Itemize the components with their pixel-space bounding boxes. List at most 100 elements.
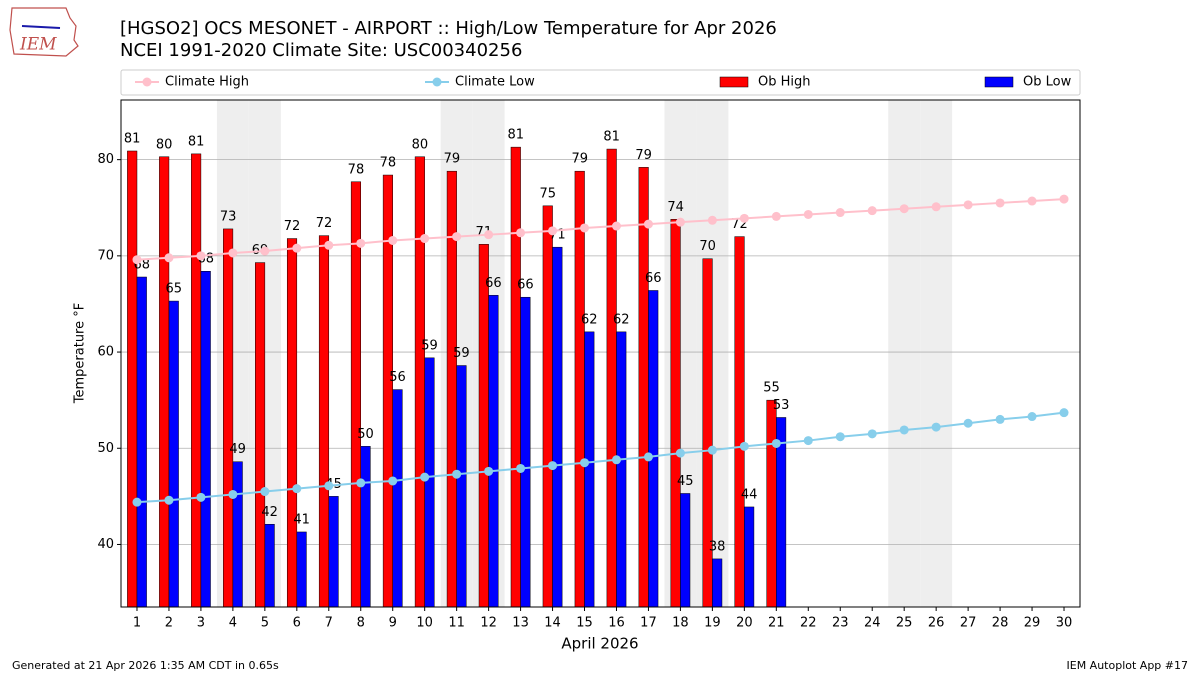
data-label: 66 — [517, 278, 534, 293]
bar — [414, 156, 425, 608]
marker — [899, 204, 909, 214]
data-label: 78 — [380, 156, 397, 171]
marker — [931, 202, 941, 212]
chart-title: [HGSO2] OCS MESONET - AIRPORT :: High/Lo… — [120, 18, 777, 39]
bar — [616, 331, 627, 608]
legend-label: Climate Low — [455, 75, 535, 90]
logo-icon — [21, 25, 61, 29]
marker — [132, 255, 142, 265]
marker — [324, 481, 334, 491]
y-axis-label: Temperature °F — [73, 303, 88, 404]
x-tick-label: 19 — [704, 616, 721, 631]
legend-box — [120, 69, 1081, 96]
x-tick-label: 7 — [325, 616, 333, 631]
shade-band — [920, 100, 953, 607]
marker — [643, 452, 653, 462]
marker — [707, 445, 717, 455]
marker — [516, 463, 526, 473]
bar — [424, 357, 435, 608]
x-tick-label: 29 — [1024, 616, 1041, 631]
x-tick-label: 12 — [480, 616, 497, 631]
marker — [420, 234, 430, 244]
x-tick-label: 6 — [293, 616, 301, 631]
marker — [771, 438, 781, 448]
marker — [228, 489, 238, 499]
bar — [552, 246, 563, 608]
marker — [1027, 196, 1037, 206]
bar — [478, 244, 489, 608]
bar — [296, 531, 307, 608]
bar — [318, 235, 330, 608]
marker — [1059, 194, 1069, 204]
data-label: 73 — [220, 209, 237, 224]
bar — [360, 446, 371, 608]
bar — [191, 153, 202, 608]
x-tick-label: 22 — [800, 616, 817, 631]
data-label: 38 — [709, 539, 726, 554]
bar — [286, 238, 298, 608]
data-label: 62 — [613, 312, 630, 327]
x-tick-label: 30 — [1056, 616, 1073, 631]
data-label: 59 — [421, 338, 438, 353]
x-tick-label: 8 — [357, 616, 365, 631]
x-tick-label: 2 — [165, 616, 173, 631]
x-tick-label: 26 — [928, 616, 945, 631]
data-label: 75 — [539, 186, 556, 201]
x-tick-label: 17 — [640, 616, 657, 631]
data-label: 53 — [773, 398, 790, 413]
bar — [232, 461, 243, 608]
marker — [835, 208, 845, 218]
data-label: 66 — [645, 271, 662, 286]
marker — [292, 484, 302, 494]
data-label: 56 — [389, 370, 406, 385]
legend-label: Climate High — [165, 75, 249, 90]
legend-label: Ob High — [758, 75, 811, 90]
marker — [771, 211, 781, 221]
x-tick-label: 20 — [736, 616, 753, 631]
data-label: 41 — [293, 512, 310, 527]
data-label: 74 — [667, 200, 684, 215]
x-tick-label: 27 — [960, 616, 977, 631]
data-label: 81 — [188, 134, 205, 149]
marker — [484, 466, 494, 476]
logo-outline — [9, 7, 79, 57]
x-tick-label: 9 — [389, 616, 397, 631]
data-label: 44 — [741, 487, 758, 502]
data-label: 70 — [699, 239, 716, 254]
bar — [712, 558, 723, 608]
marker — [356, 238, 366, 248]
marker — [867, 429, 877, 439]
data-label: 66 — [485, 276, 502, 291]
x-tick-label: 18 — [672, 616, 689, 631]
marker — [675, 448, 685, 458]
legend-swatch — [984, 76, 1014, 88]
line — [136, 198, 1065, 261]
marker — [707, 215, 717, 225]
legend-swatch — [432, 77, 442, 87]
x-tick-label: 24 — [864, 616, 881, 631]
x-tick-label: 28 — [992, 616, 1009, 631]
marker — [1027, 412, 1037, 422]
bar — [223, 228, 234, 608]
x-axis-label: April 2026 — [561, 635, 638, 653]
line — [136, 411, 1065, 504]
bar — [456, 365, 467, 608]
y-tick-label: 40 — [97, 537, 114, 552]
data-label: 80 — [156, 137, 173, 152]
bar — [488, 295, 499, 608]
legend-label: Ob Low — [1023, 75, 1072, 90]
marker — [548, 461, 558, 471]
bar — [520, 296, 531, 608]
bar — [670, 219, 681, 608]
marker — [260, 487, 270, 497]
x-tick-label: 4 — [229, 616, 237, 631]
footer-right: IEM Autoplot App #17 — [1067, 659, 1189, 672]
bar — [127, 150, 138, 608]
plot-frame — [120, 99, 1081, 608]
bar — [744, 506, 755, 608]
y-tick-label: 70 — [97, 248, 114, 263]
marker — [292, 243, 302, 253]
data-label: 55 — [763, 381, 780, 396]
x-tick-label: 14 — [544, 616, 561, 631]
marker — [452, 469, 462, 479]
